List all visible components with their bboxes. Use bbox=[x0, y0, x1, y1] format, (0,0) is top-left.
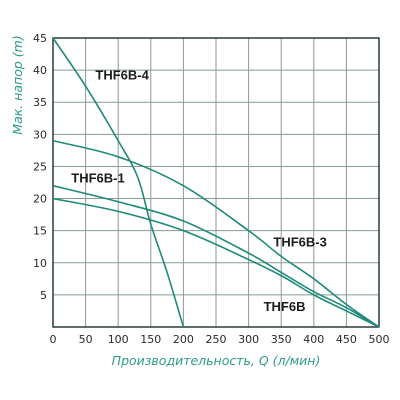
x-tick-label-400: 400 bbox=[303, 333, 324, 346]
y-tick-label-15: 15 bbox=[33, 225, 47, 238]
x-tick-label-250: 250 bbox=[206, 333, 227, 346]
curve-label-thf6b-4: THF6B-4 bbox=[95, 68, 149, 83]
y-tick-label-35: 35 bbox=[33, 96, 47, 109]
curve-label-thf6b-3: THF6B-3 bbox=[273, 235, 326, 250]
x-tick-labels: 0 50 100 150 200 250 300 350 400 450 500 bbox=[50, 333, 390, 346]
y-tick-labels: 5 10 15 20 25 30 35 40 45 bbox=[33, 32, 47, 302]
x-tick-label-0: 0 bbox=[50, 333, 57, 346]
y-tick-label-40: 40 bbox=[33, 64, 47, 77]
y-axis-title: Мак. напор (m) bbox=[10, 35, 25, 134]
x-axis-title: Производительность, Q (л/мин) bbox=[112, 353, 321, 368]
curve-label-thf6b-1: THF6B-1 bbox=[71, 171, 124, 186]
y-tick-label-25: 25 bbox=[33, 160, 47, 173]
curve-labels: THF6B-4 THF6B-1 THF6B-3 THF6B bbox=[71, 68, 327, 314]
y-tick-label-20: 20 bbox=[33, 193, 47, 206]
curve-label-thf6b: THF6B bbox=[264, 299, 306, 314]
x-tick-label-100: 100 bbox=[108, 333, 129, 346]
curves bbox=[52, 37, 380, 328]
x-tick-label-350: 350 bbox=[271, 333, 292, 346]
x-tick-label-150: 150 bbox=[140, 333, 161, 346]
curve-thf6b-3 bbox=[52, 184, 380, 328]
y-tick-label-10: 10 bbox=[33, 257, 47, 270]
plot-frame bbox=[52, 37, 380, 328]
y-tick-label-30: 30 bbox=[33, 128, 47, 141]
curve-thf6b bbox=[52, 197, 380, 328]
x-tick-label-50: 50 bbox=[79, 333, 93, 346]
y-tick-label-45: 45 bbox=[33, 32, 47, 45]
x-tick-label-450: 450 bbox=[336, 333, 357, 346]
curve-thf6b-1 bbox=[52, 139, 380, 328]
curve-thf6b-4 bbox=[52, 37, 185, 328]
x-tick-label-200: 200 bbox=[173, 333, 194, 346]
x-tick-label-500: 500 bbox=[369, 333, 390, 346]
y-tick-label-5: 5 bbox=[40, 289, 47, 302]
x-tick-label-300: 300 bbox=[238, 333, 259, 346]
